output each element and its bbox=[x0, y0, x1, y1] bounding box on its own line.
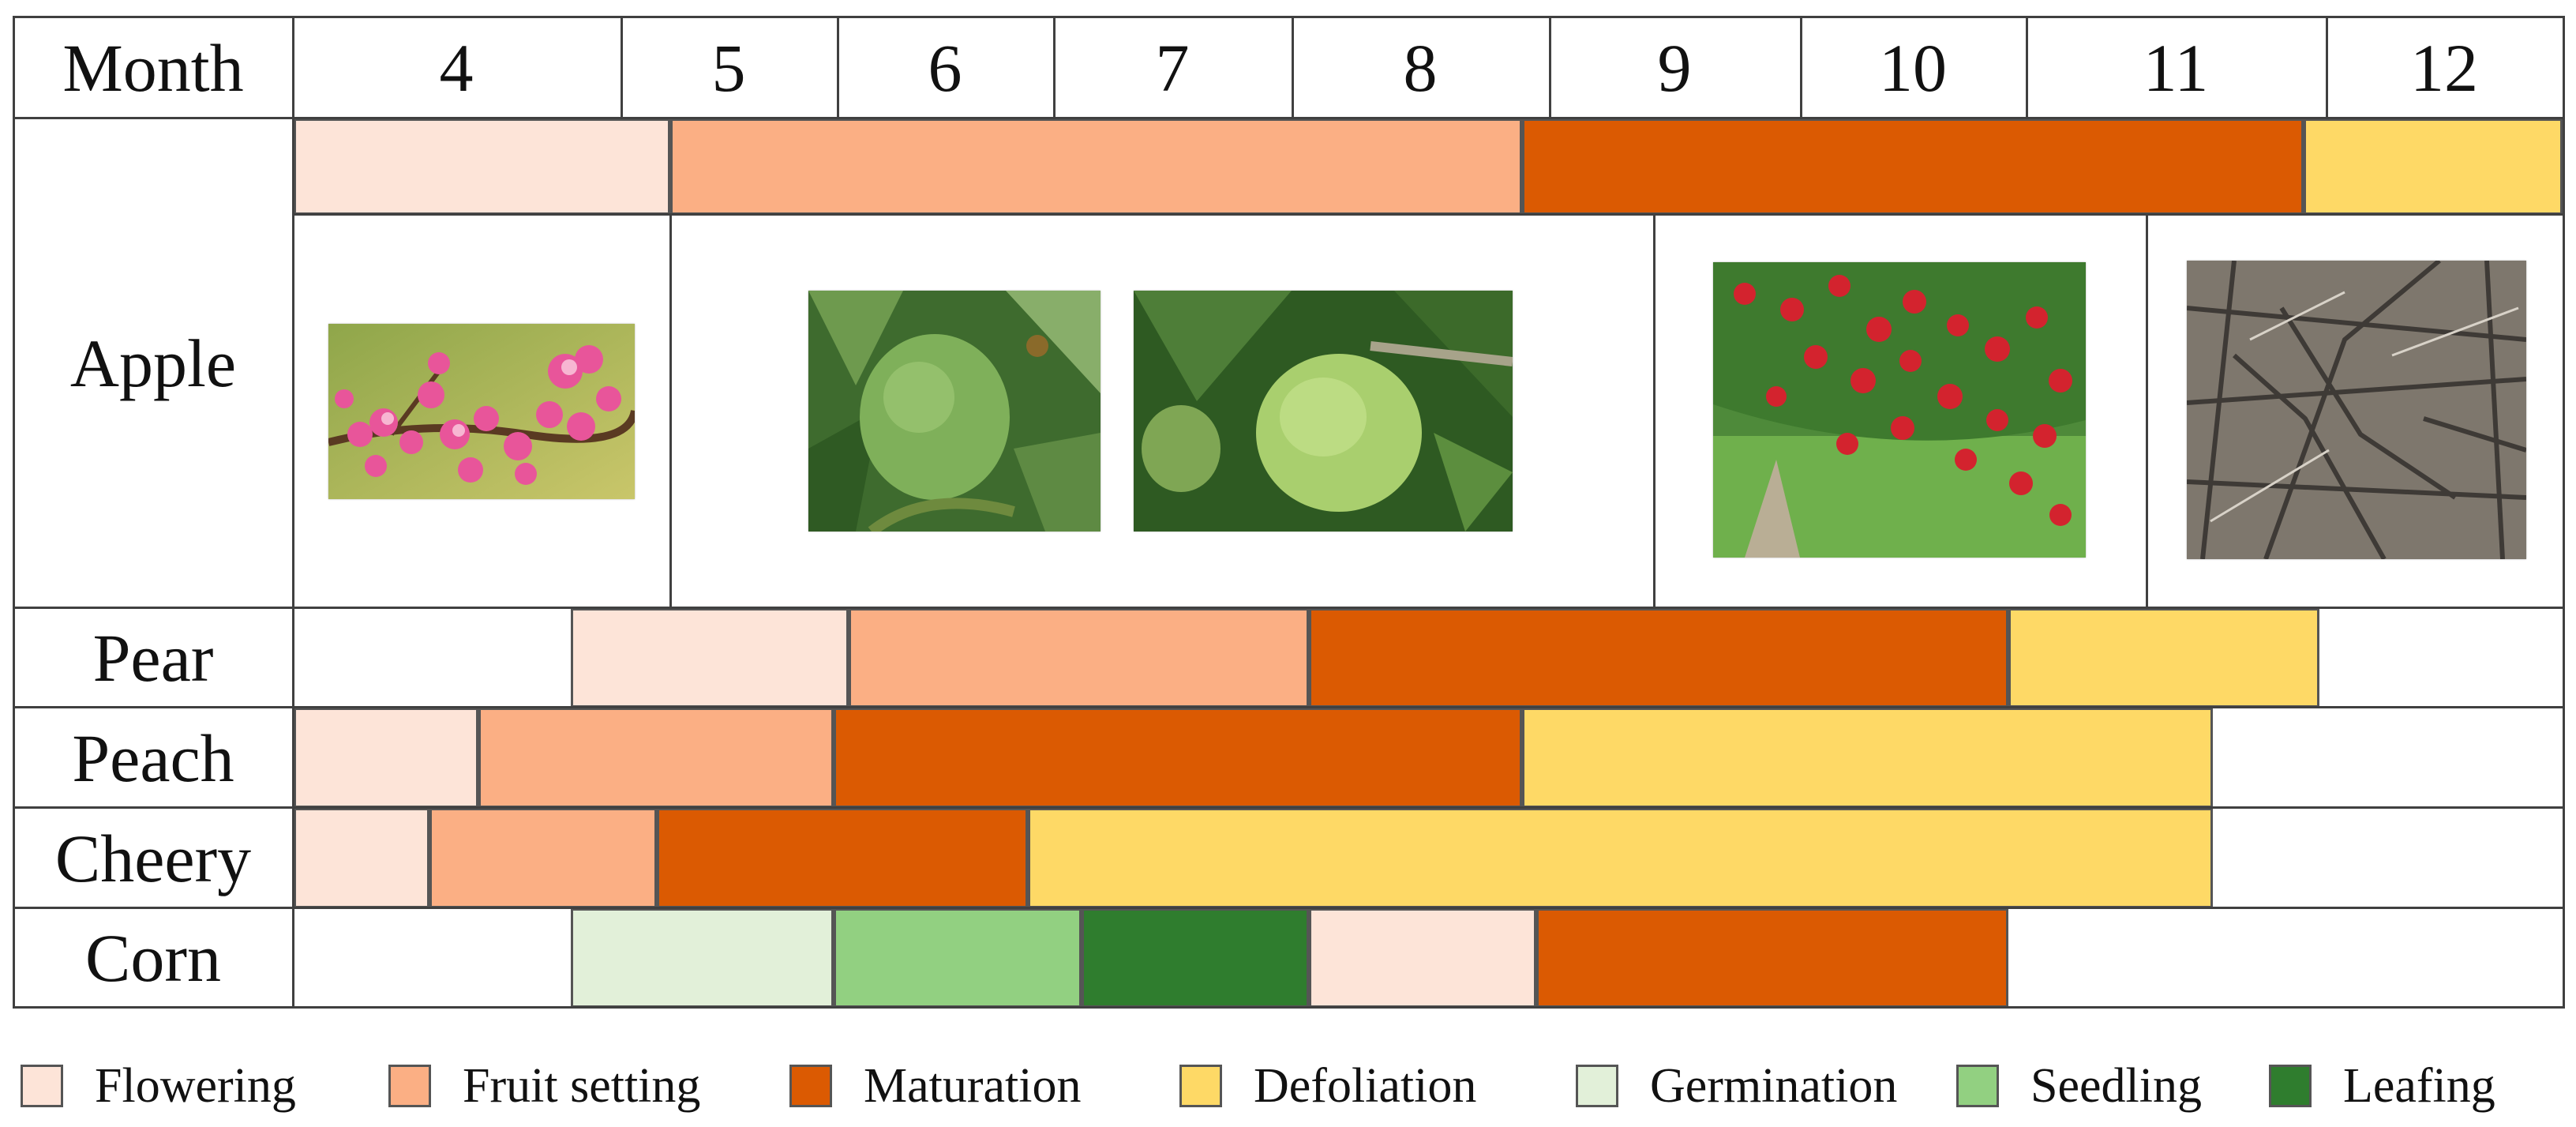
pear-row-divider bbox=[13, 706, 2564, 708]
month-6-label: 6 bbox=[928, 30, 962, 106]
pear-maturation-bar bbox=[1309, 608, 2008, 708]
table-border-top bbox=[13, 16, 2564, 18]
legend-swatch-defoliation bbox=[1179, 1065, 1222, 1107]
header-col-divider-8 bbox=[1292, 16, 1294, 118]
peach-defoliation-bar bbox=[1522, 708, 2213, 808]
header-col-divider-12 bbox=[2326, 16, 2328, 118]
crop-label-corn: Corn bbox=[85, 920, 221, 996]
label-column-divider bbox=[292, 16, 294, 1009]
legend-label-leafing: Leafing bbox=[2343, 1058, 2495, 1113]
month-10-label: 10 bbox=[1879, 30, 1947, 106]
corn-seedling-bar bbox=[834, 908, 1082, 1008]
legend-swatch-flowering bbox=[21, 1065, 63, 1107]
corn-leafing-bar bbox=[1082, 908, 1309, 1008]
legend-swatch-maturation bbox=[789, 1065, 832, 1107]
pear-fruit-setting-bar bbox=[849, 608, 1309, 708]
header-col-divider-10 bbox=[1800, 16, 1802, 118]
legend-item-seedling: Seedling bbox=[1956, 1058, 2202, 1114]
apple-flowering-bar bbox=[294, 118, 670, 215]
green-apple-on-branch-photo-icon bbox=[808, 291, 1101, 532]
legend-swatch-fruit-setting bbox=[388, 1065, 431, 1107]
red-apple-tree-photo-icon bbox=[1713, 262, 2086, 558]
crop-label-pear: Pear bbox=[92, 620, 214, 696]
apple-row-divider bbox=[13, 607, 2564, 609]
month-9-label: 9 bbox=[1657, 30, 1692, 106]
apple-photo-divider-1 bbox=[669, 215, 672, 608]
legend-item-flowering: Flowering bbox=[21, 1058, 296, 1114]
header-divider bbox=[13, 117, 2564, 119]
legend-item-germination: Germination bbox=[1576, 1058, 1897, 1114]
crop-label-peach: Peach bbox=[72, 719, 234, 796]
table-border-right bbox=[2563, 16, 2565, 1009]
header-col-divider-6 bbox=[837, 16, 839, 118]
header-col-divider-11 bbox=[2026, 16, 2028, 118]
legend-item-fruit-setting: Fruit setting bbox=[388, 1058, 700, 1114]
month-11-label: 11 bbox=[2143, 30, 2209, 106]
apple-defoliation-bar bbox=[2304, 118, 2563, 215]
table-border-left bbox=[13, 16, 15, 1009]
month-header-label: Month bbox=[62, 30, 244, 106]
header-col-divider-5 bbox=[621, 16, 623, 118]
cheery-defoliation-bar bbox=[1028, 808, 2213, 908]
apple-fruit-setting-bar bbox=[670, 118, 1522, 215]
peach-flowering-bar bbox=[294, 708, 478, 808]
cheery-flowering-bar bbox=[294, 808, 429, 908]
pear-flowering-bar bbox=[571, 608, 849, 708]
crop-label-cheery: Cheery bbox=[54, 820, 252, 896]
cheery-row-divider bbox=[13, 907, 2564, 909]
peach-blossom-photo-icon bbox=[328, 324, 635, 499]
month-4-label: 4 bbox=[439, 30, 474, 106]
peach-maturation-bar bbox=[834, 708, 1522, 808]
month-8-label: 8 bbox=[1403, 30, 1438, 106]
legend-swatch-germination bbox=[1576, 1065, 1618, 1107]
corn-germination-bar bbox=[571, 908, 834, 1008]
legend-swatch-leafing bbox=[2269, 1065, 2312, 1107]
pear-defoliation-bar bbox=[2008, 608, 2319, 708]
table-border-bottom bbox=[13, 1006, 2564, 1009]
cheery-fruit-setting-bar bbox=[429, 808, 657, 908]
bare-branches-photo-icon bbox=[2187, 261, 2526, 559]
apple-maturation-bar bbox=[1522, 118, 2304, 215]
apple-photo-divider-3 bbox=[2146, 215, 2148, 608]
header-col-divider-9 bbox=[1549, 16, 1551, 118]
legend-swatch-seedling bbox=[1956, 1065, 1999, 1107]
apple-photo-divider-2 bbox=[1653, 215, 1655, 608]
legend-item-leafing: Leafing bbox=[2269, 1058, 2495, 1114]
apple-inner-divider bbox=[292, 213, 2564, 216]
legend-item-defoliation: Defoliation bbox=[1179, 1058, 1476, 1114]
legend-label-seedling: Seedling bbox=[2030, 1058, 2202, 1113]
green-apple-photo-icon bbox=[1134, 291, 1513, 532]
legend-label-fruit-setting: Fruit setting bbox=[463, 1058, 701, 1113]
month-12-label: 12 bbox=[2410, 30, 2478, 106]
month-5-label: 5 bbox=[711, 30, 746, 106]
legend-label-germination: Germination bbox=[1650, 1058, 1898, 1113]
legend-label-flowering: Flowering bbox=[95, 1058, 296, 1113]
peach-row-divider bbox=[13, 806, 2564, 809]
corn-flowering-bar bbox=[1309, 908, 1536, 1008]
legend-item-maturation: Maturation bbox=[789, 1058, 1082, 1114]
cheery-maturation-bar bbox=[657, 808, 1028, 908]
month-7-label: 7 bbox=[1155, 30, 1190, 106]
crop-label-apple: Apple bbox=[69, 325, 237, 401]
corn-maturation-bar bbox=[1536, 908, 2008, 1008]
legend-label-maturation: Maturation bbox=[864, 1058, 1082, 1113]
peach-fruit-setting-bar bbox=[478, 708, 834, 808]
header-col-divider-7 bbox=[1053, 16, 1056, 118]
legend-label-defoliation: Defoliation bbox=[1254, 1058, 1477, 1113]
